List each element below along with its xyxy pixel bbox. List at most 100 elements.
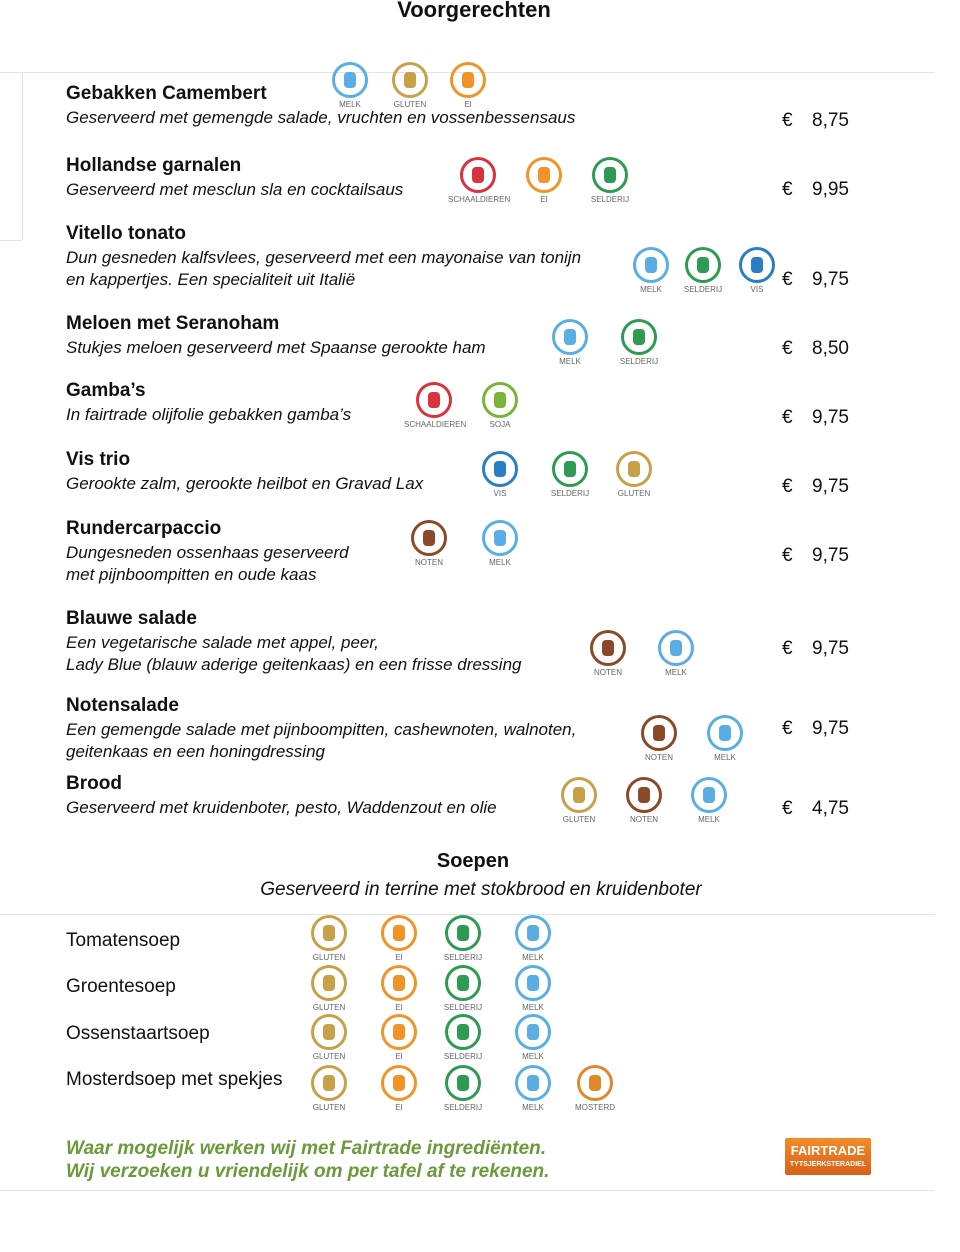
- icon-label: EI: [395, 953, 403, 962]
- icon-symbol: [393, 1024, 405, 1040]
- icon-symbol: [719, 725, 731, 741]
- icon-ring: [515, 915, 551, 951]
- icon-symbol: [527, 1024, 539, 1040]
- icon-ring: [332, 62, 368, 98]
- allergen-icon: SCHAALDIEREN: [404, 382, 467, 434]
- icon-symbol: [472, 167, 484, 183]
- dish-description: Dungesneden ossenhaas geserveerd: [66, 543, 349, 562]
- icon-symbol: [538, 167, 550, 183]
- icon-label: EI: [464, 100, 472, 109]
- icon-ring: [641, 715, 677, 751]
- icon-ring: [445, 915, 481, 951]
- icon-ring: [526, 157, 562, 193]
- allergen-icon: EI: [369, 1014, 429, 1066]
- allergen-icon: SELDERIJ: [580, 157, 640, 209]
- allergen-icon: SOJA: [470, 382, 530, 434]
- dish-name: Notensalade: [66, 695, 179, 716]
- icon-ring: [411, 520, 447, 556]
- icon-ring: [445, 1065, 481, 1101]
- rule: [0, 914, 935, 915]
- dish-description: geitenkaas en een honingdressing: [66, 741, 325, 761]
- dish-description: Geserveerd met kruidenboter, pesto, Wadd…: [66, 798, 497, 817]
- soup-name: Groentesoep: [66, 976, 176, 997]
- icon-ring: [633, 247, 669, 283]
- allergen-icon: MELK: [646, 630, 706, 682]
- icon-symbol: [323, 925, 335, 941]
- icon-ring: [552, 319, 588, 355]
- icon-ring: [482, 382, 518, 418]
- dish-name: Gebakken Camembert: [66, 83, 267, 104]
- dish-description: In fairtrade olijfolie gebakken gamba’s: [66, 405, 352, 424]
- icon-ring: [739, 247, 775, 283]
- allergen-icon: SELDERIJ: [433, 965, 493, 1017]
- currency: €: [782, 476, 793, 497]
- dish-name: Rundercarpaccio: [66, 518, 222, 539]
- soup-name: Mosterdsoep met spekjes: [66, 1069, 283, 1090]
- icon-symbol: [323, 1075, 335, 1091]
- icon-label: NOTEN: [594, 668, 622, 677]
- icon-ring: [592, 157, 628, 193]
- price: 9,95: [812, 179, 849, 200]
- allergen-icon: SELDERIJ: [609, 319, 669, 371]
- dish-name: Vitello tonato: [66, 223, 186, 244]
- icon-label: MELK: [640, 285, 662, 294]
- icon-symbol: [494, 392, 506, 408]
- price: 9,75: [812, 269, 849, 290]
- icon-ring: [445, 965, 481, 1001]
- icon-label: NOTEN: [645, 753, 673, 762]
- icon-ring: [392, 62, 428, 98]
- icon-label: SELDERIJ: [443, 1052, 483, 1061]
- page-title: Voorgerechten: [397, 0, 551, 22]
- allergen-icon: NOTEN: [614, 777, 674, 829]
- dish-name: Blauwe salade: [66, 608, 197, 629]
- icon-label: SELDERIJ: [683, 285, 723, 294]
- dish-description: Geserveerd met gemengde salade, vruchten…: [66, 108, 576, 127]
- allergen-icon: MOSTERD: [565, 1065, 625, 1117]
- icon-ring: [450, 62, 486, 98]
- allergen-icon: GLUTEN: [299, 1014, 359, 1066]
- currency: €: [782, 798, 793, 819]
- rule: [22, 72, 23, 240]
- currency: €: [782, 638, 793, 659]
- price: 9,75: [812, 638, 849, 659]
- allergen-icon: MELK: [503, 915, 563, 967]
- icon-ring: [621, 319, 657, 355]
- icon-label: MELK: [522, 1003, 544, 1012]
- icon-ring: [311, 1014, 347, 1050]
- icon-symbol: [393, 925, 405, 941]
- footer-line: Wij verzoeken u vriendelijk om per tafel…: [66, 1161, 550, 1182]
- price: 4,75: [812, 798, 849, 819]
- section-title: Soepen: [436, 850, 510, 872]
- icon-label: MELK: [522, 953, 544, 962]
- icon-ring: [460, 157, 496, 193]
- icon-symbol: [751, 257, 763, 273]
- allergen-icon: MELK: [621, 247, 681, 299]
- allergen-icon: SELDERIJ: [433, 1065, 493, 1117]
- dish-name: Vis trio: [66, 449, 131, 470]
- icon-symbol: [323, 975, 335, 991]
- icon-label: MELK: [522, 1103, 544, 1112]
- icon-label: SELDERIJ: [443, 953, 483, 962]
- icon-ring: [707, 715, 743, 751]
- icon-label: EI: [395, 1003, 403, 1012]
- icon-label: SCHAALDIEREN: [404, 420, 467, 429]
- dish-description: Gerookte zalm, gerookte heilbot en Grava…: [66, 474, 424, 493]
- icon-symbol: [628, 461, 640, 477]
- icon-ring: [445, 1014, 481, 1050]
- icon-ring: [482, 520, 518, 556]
- icon-symbol: [527, 1075, 539, 1091]
- rule: [0, 240, 22, 241]
- icon-label: MELK: [714, 753, 736, 762]
- rule: [0, 1190, 935, 1191]
- icon-symbol: [494, 461, 506, 477]
- icon-symbol: [428, 392, 440, 408]
- icon-symbol: [457, 1024, 469, 1040]
- icon-label: SELDERIJ: [443, 1103, 483, 1112]
- allergen-icon: SELDERIJ: [433, 1014, 493, 1066]
- icon-symbol: [633, 329, 645, 345]
- allergen-icon: SELDERIJ: [673, 247, 733, 299]
- icon-label: MELK: [665, 668, 687, 677]
- allergen-icon: MELK: [503, 965, 563, 1017]
- allergen-icon: MELK: [503, 1014, 563, 1066]
